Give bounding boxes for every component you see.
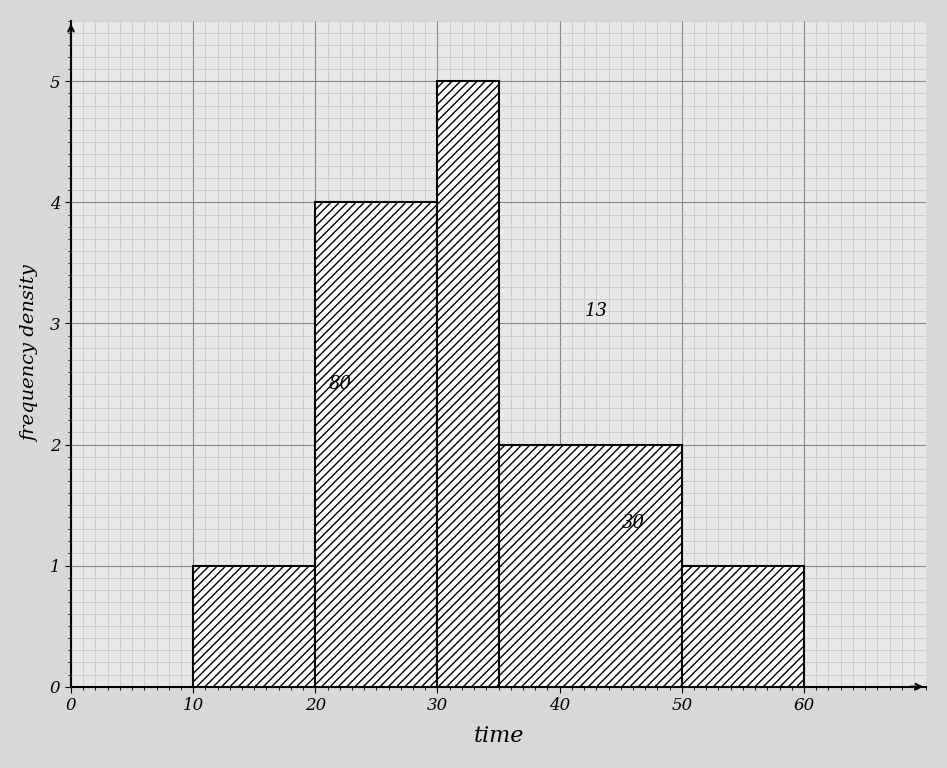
Bar <box>438 81 498 687</box>
Y-axis label: frequency density: frequency density <box>21 265 39 442</box>
Bar <box>193 565 315 687</box>
Bar <box>315 203 438 687</box>
Text: 13: 13 <box>585 303 608 320</box>
Text: 30: 30 <box>621 515 645 532</box>
Bar <box>498 445 682 687</box>
Bar <box>682 565 804 687</box>
X-axis label: time: time <box>474 725 524 747</box>
Text: 80: 80 <box>329 375 351 393</box>
